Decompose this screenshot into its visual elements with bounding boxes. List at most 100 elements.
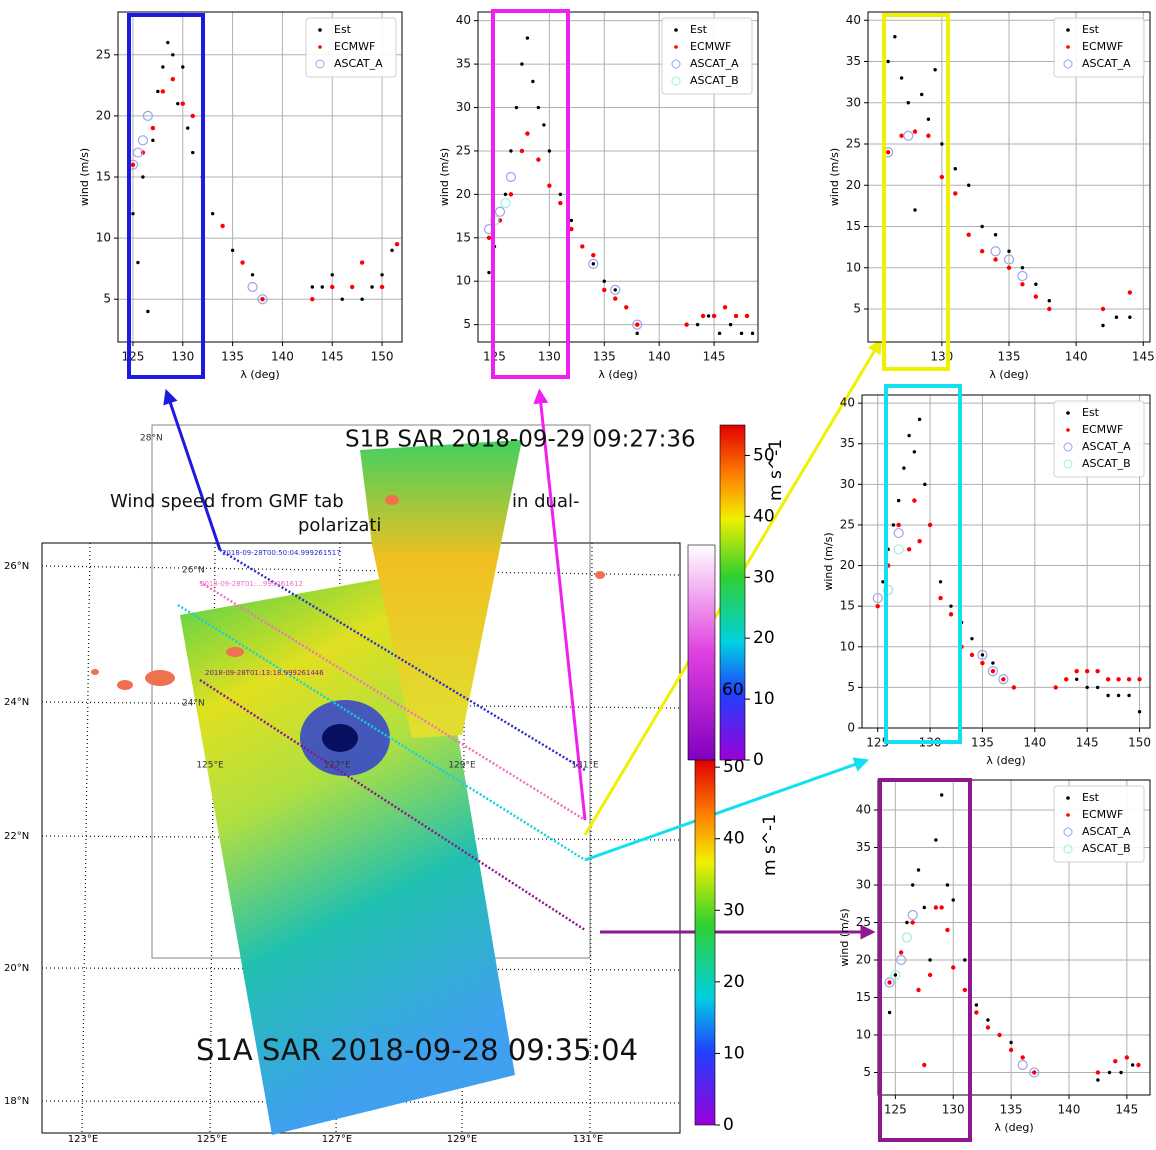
y-tick-label: 30 — [856, 878, 871, 892]
point — [635, 322, 639, 326]
y-tick-label: 35 — [840, 436, 855, 450]
point — [952, 898, 955, 901]
point — [176, 102, 179, 105]
colorbar-tick-label: 40 — [723, 829, 745, 849]
y-tick-label: 25 — [856, 915, 871, 929]
point — [1128, 290, 1132, 294]
y-tick-label: 25 — [456, 143, 471, 157]
legend-label: ASCAT_B — [1082, 842, 1131, 855]
point — [970, 653, 974, 657]
point — [1047, 307, 1051, 311]
colorbar-lower — [695, 760, 715, 1125]
point — [370, 285, 373, 288]
point — [949, 612, 953, 616]
y-tick-label: 30 — [840, 477, 855, 491]
point — [131, 212, 134, 215]
x-axis-label: λ (deg) — [994, 1121, 1033, 1134]
point — [893, 35, 896, 38]
y-tick-label: 10 — [846, 260, 861, 274]
point — [559, 193, 562, 196]
point — [380, 285, 384, 289]
charts: 125130135140145150510152025λ (deg)wind (… — [78, 12, 1155, 1134]
legend-marker — [1066, 28, 1070, 32]
y-tick-label: 20 — [846, 178, 861, 192]
point — [970, 637, 973, 640]
point — [251, 273, 254, 276]
y-tick-label: 10 — [96, 231, 111, 245]
point — [892, 523, 895, 526]
point — [974, 1010, 978, 1014]
lon-label: 125°E — [197, 1134, 227, 1145]
point — [636, 332, 639, 335]
point — [321, 285, 324, 288]
point — [390, 249, 393, 252]
legend-marker — [674, 45, 678, 49]
y-tick-label: 25 — [846, 137, 861, 151]
point — [939, 580, 942, 583]
point — [310, 297, 314, 301]
point — [900, 76, 903, 79]
point — [953, 191, 957, 195]
point — [380, 273, 383, 276]
point — [151, 139, 154, 142]
point — [951, 965, 955, 969]
inner-lon-label: 129°E — [448, 761, 476, 771]
y-tick-label: 40 — [846, 13, 861, 27]
point — [751, 332, 754, 335]
y-tick-label: 10 — [856, 1028, 871, 1042]
legend-label: ASCAT_A — [1082, 825, 1131, 838]
x-tick-label: 135 — [593, 350, 616, 364]
point — [146, 310, 149, 313]
x-tick-label: 130 — [942, 1103, 965, 1117]
point — [1009, 1041, 1012, 1044]
point — [967, 233, 971, 237]
point — [548, 149, 551, 152]
point — [911, 883, 914, 886]
point — [729, 323, 732, 326]
subtitle: polarizati — [298, 515, 381, 536]
point — [1115, 316, 1118, 319]
point — [876, 604, 880, 608]
y-axis-label: wind (m/s) — [78, 148, 91, 206]
point — [350, 285, 354, 289]
x-tick-label: 145 — [321, 350, 344, 364]
y-tick-label: 15 — [856, 990, 871, 1004]
point — [1128, 316, 1131, 319]
lat-label: 18°N — [4, 1096, 29, 1107]
point — [602, 288, 606, 292]
point — [558, 201, 562, 205]
s1b-title: S1B SAR 2018-09-29 09:27:36 — [345, 427, 696, 453]
point — [520, 62, 523, 65]
point — [591, 253, 595, 257]
legend-label: ASCAT_B — [1082, 457, 1131, 470]
y-tick-label: 20 — [456, 187, 471, 201]
point — [191, 114, 195, 118]
point — [994, 233, 997, 236]
point — [887, 980, 891, 984]
point — [1020, 1055, 1024, 1059]
point — [191, 151, 194, 154]
y-axis-label: wind (m/s) — [822, 532, 835, 590]
point — [231, 249, 234, 252]
point — [1007, 250, 1010, 253]
point — [913, 208, 916, 211]
x-tick-label: 125 — [121, 350, 144, 364]
colorbar-tick-label: 50 — [723, 757, 745, 777]
point — [1001, 677, 1005, 681]
y-tick-label: 15 — [456, 230, 471, 244]
legend-label: ECMWF — [690, 40, 731, 53]
point — [1137, 677, 1141, 681]
point — [911, 920, 915, 924]
x-tick-label: 145 — [1076, 736, 1099, 750]
legend-marker — [318, 28, 322, 32]
eye-core — [322, 724, 358, 752]
point — [1096, 1070, 1100, 1074]
point — [136, 261, 139, 264]
y-tick-label: 5 — [847, 680, 855, 694]
point — [487, 236, 491, 240]
point — [684, 322, 688, 326]
point — [1095, 669, 1099, 673]
colorbar-upper — [720, 425, 745, 760]
lon-label: 129°E — [447, 1134, 477, 1145]
